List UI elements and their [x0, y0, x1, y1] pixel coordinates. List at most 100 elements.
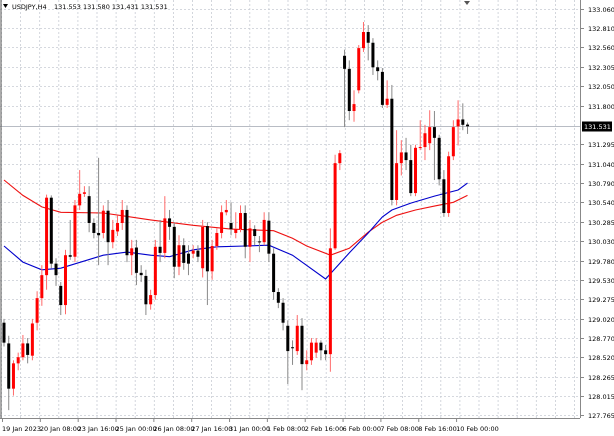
price-tick-label: 127.765	[588, 412, 614, 420]
candle-bear	[243, 205, 247, 259]
candle-bear	[300, 318, 304, 391]
candle-bull	[116, 215, 120, 237]
candle-body	[328, 248, 332, 355]
candle-bear	[461, 103, 465, 131]
candle-body	[309, 342, 313, 361]
time-tick-label: 8 Feb 16:00	[418, 425, 457, 433]
candle-bull	[73, 199, 77, 263]
candle-body	[305, 360, 309, 365]
candle-body	[21, 343, 25, 358]
candle-bull	[399, 140, 403, 176]
price-tick-label: 129.780	[588, 258, 614, 266]
candle-body	[418, 147, 422, 149]
candle-bear	[404, 137, 408, 171]
candle-bear	[182, 238, 186, 270]
triangle-down-icon[interactable]	[3, 4, 8, 8]
time-tick-label: 1 Feb 08:00	[267, 425, 306, 433]
candle-body	[404, 152, 408, 161]
candle-body	[352, 104, 356, 112]
price-tick-label: 128.265	[588, 374, 614, 382]
candle-body	[243, 213, 247, 247]
candle-bear	[106, 199, 110, 266]
candle-body	[314, 342, 318, 353]
candle-body	[347, 68, 351, 112]
candle-body	[262, 219, 266, 243]
candle-body	[40, 275, 44, 299]
candle-bull	[82, 186, 86, 197]
candle-body	[78, 193, 82, 206]
candle-body	[68, 255, 72, 257]
time-tick-label: 23 Jan 16:00	[78, 425, 119, 433]
candle-bear	[7, 335, 11, 411]
time-tick-label: 31 Jan 00:00	[229, 425, 270, 433]
candle-body	[182, 245, 186, 263]
candle-body	[59, 285, 63, 306]
price-tick-label: 132.560	[588, 44, 614, 52]
candle-bull	[111, 219, 115, 249]
candle-body	[45, 197, 49, 276]
candle-body	[442, 179, 446, 214]
candle-bull	[328, 228, 332, 372]
candle-body	[116, 222, 120, 232]
candle-bull	[153, 239, 157, 300]
time-tick-label: 6 Feb 00:00	[343, 425, 382, 433]
candle-bear	[319, 340, 323, 361]
candle-body	[423, 133, 427, 148]
candle-bull	[451, 120, 455, 161]
candle-body	[26, 343, 30, 355]
candle-bear	[92, 218, 96, 239]
candle-bull	[234, 212, 238, 239]
candle-bear	[276, 288, 280, 309]
ohlc-label: 131.553 131.580 131.431 131.531	[54, 3, 168, 11]
candle-body	[220, 212, 224, 233]
candle-body	[158, 246, 162, 253]
candle-body	[451, 127, 455, 157]
candle-body	[82, 192, 86, 194]
candle-body	[432, 127, 436, 138]
time-tick-label: 2 Feb 16:00	[305, 425, 344, 433]
candle-body	[201, 226, 205, 269]
candle-body	[16, 357, 20, 364]
candle-body	[149, 295, 153, 305]
candle-body	[92, 222, 96, 233]
candle-bear	[253, 225, 257, 246]
candle-body	[139, 272, 143, 276]
candle-bear	[376, 60, 380, 81]
candle-body	[399, 152, 403, 164]
candle-body	[2, 322, 6, 343]
candle-bull	[191, 245, 195, 259]
candle-bull	[447, 151, 451, 217]
candle-bear	[2, 318, 6, 347]
candle-body	[295, 325, 299, 352]
candle-bear	[158, 219, 162, 263]
price-tick-label: 130.540	[588, 199, 614, 207]
candle-bull	[385, 80, 389, 108]
candle-bear	[172, 222, 176, 279]
price-tick-label: 128.520	[588, 354, 614, 362]
candle-bear	[229, 202, 233, 236]
candle-bull	[210, 239, 214, 280]
price-tick-label: 129.530	[588, 277, 614, 285]
candle-bull	[11, 360, 15, 396]
candle-body	[229, 222, 233, 230]
candle-bear	[196, 245, 200, 263]
candle-body	[49, 197, 53, 264]
candle-bear	[371, 38, 375, 75]
candle-body	[276, 292, 280, 303]
candle-body	[73, 205, 77, 257]
candle-body	[210, 246, 214, 272]
candle-body	[215, 232, 219, 247]
candle-bull	[333, 154, 337, 250]
candle-bull	[395, 130, 399, 206]
price-tick-label: 129.020	[588, 316, 614, 324]
candle-bear	[68, 219, 72, 260]
candle-bull	[248, 219, 252, 263]
candle-bull	[295, 315, 299, 355]
chart-shift-marker-icon[interactable]	[464, 1, 470, 5]
candle-body	[291, 347, 295, 349]
candle-bear	[125, 205, 129, 263]
candle-body	[333, 163, 337, 249]
candle-body	[172, 226, 176, 267]
